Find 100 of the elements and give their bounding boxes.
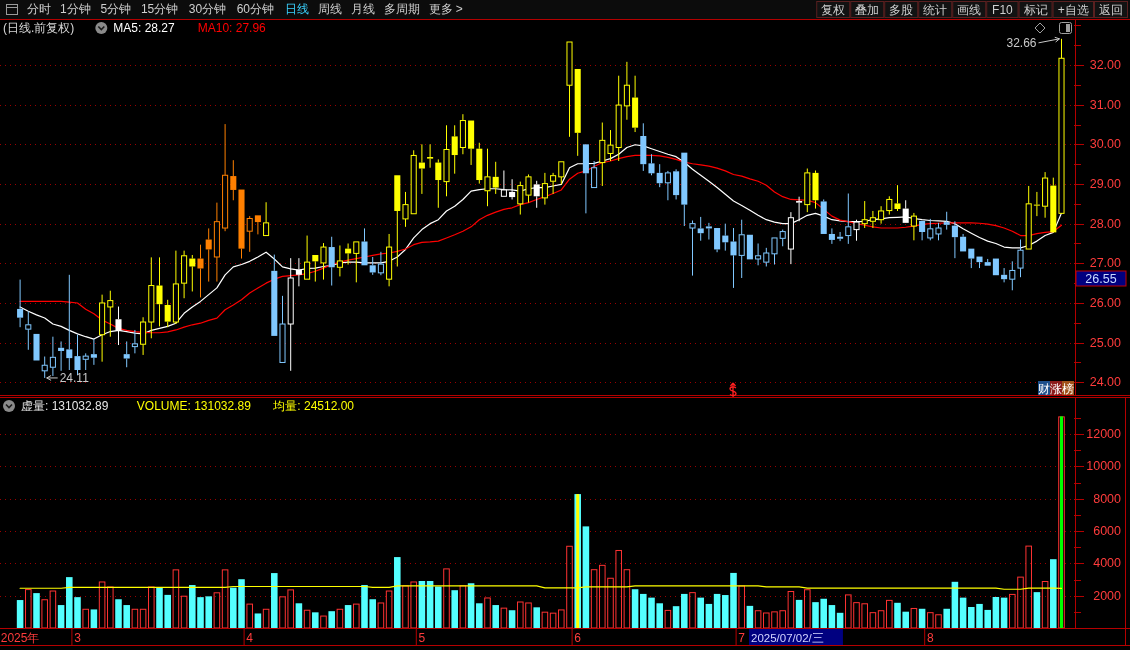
candlestick: [878, 205, 885, 225]
bar: [992, 596, 1000, 628]
text: 多股: [889, 2, 914, 17]
candlestick: [582, 144, 589, 214]
candlestick: [796, 196, 803, 222]
candlestick: [140, 316, 147, 356]
candlestick: [869, 210, 876, 229]
bar: [459, 585, 467, 629]
candlestick: [730, 227, 737, 289]
x-tick-label: 7: [738, 630, 746, 645]
bar: [353, 603, 360, 629]
candlestick: [410, 149, 417, 215]
bar: [705, 603, 713, 628]
bar: [213, 592, 221, 629]
candlestick: [451, 124, 458, 175]
text: 多周期: [383, 2, 420, 16]
bar: [533, 607, 540, 628]
bar: [377, 602, 385, 629]
x-tick-label: 5: [418, 630, 426, 645]
bar: [344, 605, 352, 628]
text: +自选: [1057, 2, 1089, 17]
candlestick: [509, 178, 516, 200]
candlestick: [295, 257, 302, 287]
candlestick: [673, 168, 680, 200]
bar: [426, 580, 434, 628]
candlestick: [910, 212, 917, 241]
candlestick: [435, 158, 442, 209]
candlestick: [566, 41, 573, 138]
candlestick: [615, 75, 622, 162]
bar: [697, 597, 704, 628]
text: 周线: [317, 2, 342, 16]
candlestick: [476, 142, 483, 185]
text: 复权: [821, 2, 846, 17]
y-tick-label: 10000: [1086, 458, 1122, 473]
bar: [1033, 592, 1041, 628]
y-tick-label: 24.00: [1089, 374, 1122, 389]
y-tick-label: 29.00: [1089, 176, 1122, 191]
candlestick: [49, 336, 56, 377]
candlestick: [361, 227, 368, 266]
candlestick: [90, 338, 97, 366]
candlestick: [304, 235, 311, 280]
candlestick: [254, 215, 261, 235]
candlestick: [960, 233, 967, 252]
candlestick: [172, 250, 179, 325]
candlestick: [541, 172, 548, 206]
candlestick: [1025, 185, 1032, 250]
bar: [25, 589, 32, 629]
x-tick-label: 6: [574, 630, 582, 645]
annotation: VOLUME: 131032.89: [136, 399, 252, 413]
candlestick: [656, 163, 663, 188]
bar: [262, 608, 270, 629]
bar: [57, 605, 65, 628]
candlestick: [484, 148, 491, 207]
candlestick: [148, 256, 155, 339]
y-tick-label: 28.00: [1089, 216, 1122, 231]
text: 2025/07/02/三: [751, 631, 824, 644]
bar: [303, 609, 311, 629]
y-tick-label: 6000: [1093, 523, 1122, 538]
bar: [664, 609, 672, 629]
y-tick-label: 30.00: [1089, 136, 1122, 151]
candlestick: [222, 123, 229, 232]
candlestick: [468, 120, 475, 166]
bar: [943, 608, 950, 628]
bar: [738, 585, 745, 629]
candlestick: [427, 143, 434, 169]
candlestick: [837, 231, 844, 242]
bar: [336, 608, 344, 629]
candlestick: [845, 193, 852, 245]
candlestick: [1058, 38, 1065, 214]
y-tick-label: 8000: [1093, 491, 1122, 506]
candlestick: [418, 143, 425, 195]
candlestick: [894, 184, 901, 212]
bar: [33, 593, 40, 628]
candlestick: [820, 198, 827, 234]
candlestick: [738, 219, 745, 279]
candlestick: [107, 290, 114, 338]
candlestick: [681, 152, 688, 227]
y-tick-label: 27.00: [1089, 255, 1122, 270]
text: 60分钟: [236, 2, 274, 16]
bar: [541, 611, 549, 629]
text: 26.55: [1085, 272, 1117, 286]
bar: [385, 590, 393, 629]
candlestick: [1001, 267, 1008, 283]
candlestick: [976, 256, 983, 269]
bar: [451, 590, 458, 628]
bar: [582, 526, 590, 628]
candlestick: [230, 159, 237, 201]
candlestick: [902, 199, 909, 223]
bar: [689, 592, 696, 629]
candlestick: [591, 160, 598, 189]
candlestick: [1009, 260, 1016, 291]
bar: [804, 589, 811, 629]
text: 月线: [350, 2, 375, 16]
candlestick: [861, 200, 868, 229]
candlestick: [1033, 191, 1040, 217]
bar: [672, 606, 680, 628]
candlestick: [33, 333, 40, 361]
bar: [82, 608, 89, 629]
candlestick: [664, 170, 671, 201]
candlestick: [574, 68, 581, 157]
